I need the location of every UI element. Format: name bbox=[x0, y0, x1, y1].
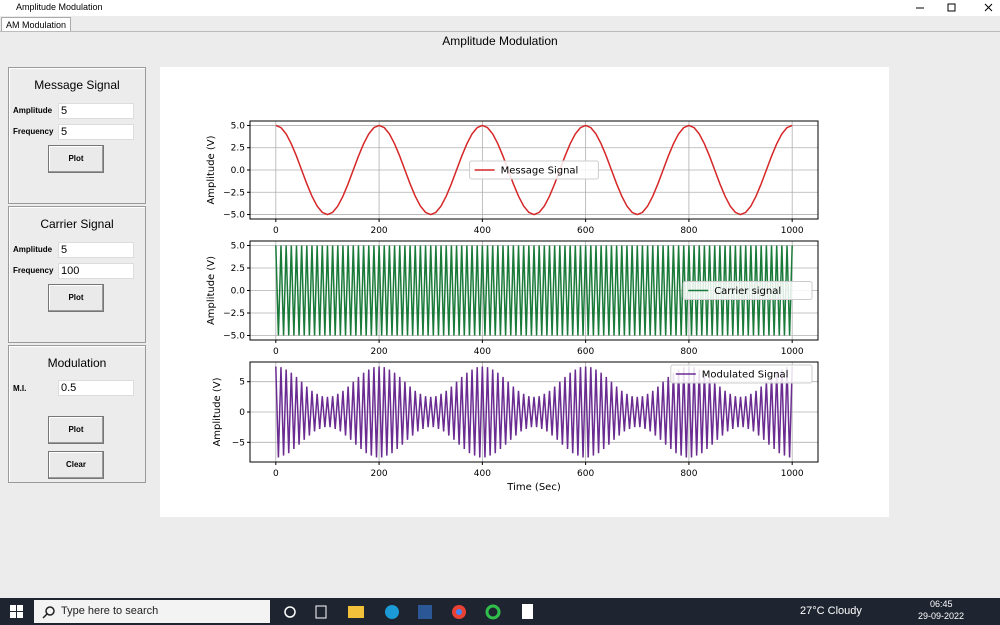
window-title: Amplitude Modulation bbox=[16, 2, 103, 12]
text-input[interactable]: 5 bbox=[58, 124, 134, 140]
button[interactable]: Clear bbox=[48, 451, 104, 479]
panel-title: Message Signal bbox=[34, 78, 120, 92]
x-tick-label: 200 bbox=[370, 347, 387, 357]
y-tick-label: 2.5 bbox=[231, 144, 245, 154]
y-tick-label: −2.5 bbox=[223, 309, 245, 319]
plot-canvas: 0 200 400 600 800 1000 −5.0 −2.5 0.0 2.5 5.0 Amplit… bbox=[160, 67, 889, 517]
x-tick-label: 200 bbox=[370, 469, 387, 479]
field-label: Amplitude bbox=[13, 106, 53, 115]
header: Amplitude Modulation bbox=[442, 34, 558, 48]
field-label: Frequency bbox=[13, 266, 54, 275]
button[interactable]: Plot bbox=[48, 416, 104, 444]
x-tick-label: 0 bbox=[273, 347, 279, 357]
y-axis-label: Amplitude (V) bbox=[212, 377, 223, 446]
tab[interactable]: AM Modulation bbox=[1, 17, 72, 32]
start-button[interactable] bbox=[10, 605, 24, 619]
y-tick-label: 2.5 bbox=[231, 264, 245, 274]
button[interactable]: Plot bbox=[48, 145, 104, 173]
text-input[interactable]: 0.5 bbox=[58, 380, 134, 396]
panel-title: Modulation bbox=[47, 356, 107, 370]
legend-label: Carrier signal bbox=[714, 286, 781, 297]
taskbar: Type here to search 27°C Cloudy 06:45 29… bbox=[0, 598, 1000, 625]
legend-box bbox=[469, 160, 599, 180]
axes-frame bbox=[249, 361, 819, 463]
x-tick-label: 600 bbox=[577, 347, 594, 357]
weather[interactable]: 27°C Cloudy bbox=[800, 605, 862, 617]
x-tick-label: 400 bbox=[474, 469, 491, 479]
text-input[interactable]: 5 bbox=[58, 103, 134, 119]
clock-date[interactable]: 29-09-2022 bbox=[918, 611, 965, 621]
x-tick-label: 0 bbox=[273, 226, 279, 236]
y-axis-label: Amplitude (V) bbox=[206, 256, 217, 325]
x-tick-label: 1000 bbox=[781, 226, 804, 236]
text-input[interactable]: 5 bbox=[58, 242, 134, 258]
y-tick-label: 0.0 bbox=[231, 166, 246, 176]
message-panel: Message Signal Amplitude 5 Frequency 5 P… bbox=[8, 67, 146, 204]
legend-label: Message Signal bbox=[501, 166, 579, 177]
y-tick-label: −2.5 bbox=[223, 188, 245, 198]
x-tick-label: 1000 bbox=[781, 347, 804, 357]
field-label: M.I. bbox=[13, 384, 27, 393]
y-tick-label: 0 bbox=[239, 408, 245, 418]
search-box[interactable]: Type here to search bbox=[34, 600, 270, 623]
carrier-panel: Carrier Signal Amplitude 5 Frequency 100… bbox=[8, 206, 146, 343]
x-tick-label: 800 bbox=[680, 469, 697, 479]
legend-box bbox=[682, 281, 813, 300]
y-tick-label: 5.0 bbox=[231, 242, 246, 252]
field-label: Frequency bbox=[13, 127, 54, 136]
x-tick-label: 800 bbox=[680, 347, 697, 357]
search-text: Type here to search bbox=[61, 605, 159, 617]
y-tick-label: −5.0 bbox=[223, 211, 245, 221]
x-tick-label: 200 bbox=[370, 226, 387, 236]
x-tick-label: 800 bbox=[680, 226, 697, 236]
legend-box bbox=[670, 364, 813, 384]
x-tick-label: 400 bbox=[474, 226, 491, 236]
legend-label: Modulated Signal bbox=[702, 370, 789, 381]
button[interactable]: Plot bbox=[48, 284, 104, 312]
axes-frame bbox=[249, 240, 819, 341]
x-tick-label: 400 bbox=[474, 347, 491, 357]
taskbar-apps[interactable] bbox=[280, 602, 550, 622]
signal-line bbox=[275, 124, 793, 216]
x-tick-label: 600 bbox=[577, 226, 594, 236]
y-axis-label: Amplitude (V) bbox=[206, 135, 217, 204]
text-input[interactable]: 100 bbox=[58, 263, 134, 279]
clock-time[interactable]: 06:45 bbox=[930, 599, 953, 609]
x-tick-label: 600 bbox=[577, 469, 594, 479]
axes-frame bbox=[249, 120, 819, 220]
signal-line bbox=[275, 366, 793, 458]
field-label: Amplitude bbox=[13, 245, 53, 254]
y-tick-label: 0.0 bbox=[231, 287, 246, 297]
modulation-panel: Modulation M.I. 0.5 Plot Clear bbox=[8, 345, 146, 483]
y-tick-label: 5.0 bbox=[231, 121, 246, 131]
y-tick-label: 5 bbox=[239, 378, 245, 388]
y-tick-label: −5.0 bbox=[223, 332, 245, 342]
title-bar: Amplitude Modulation bbox=[0, 0, 1000, 16]
x-axis-label: Time (Sec) bbox=[506, 482, 561, 493]
x-tick-label: 1000 bbox=[781, 469, 804, 479]
panel-title: Carrier Signal bbox=[40, 217, 114, 231]
y-tick-label: −5 bbox=[232, 438, 245, 448]
signal-line bbox=[275, 245, 793, 336]
window-controls[interactable] bbox=[900, 0, 1000, 16]
x-tick-label: 0 bbox=[273, 469, 279, 479]
